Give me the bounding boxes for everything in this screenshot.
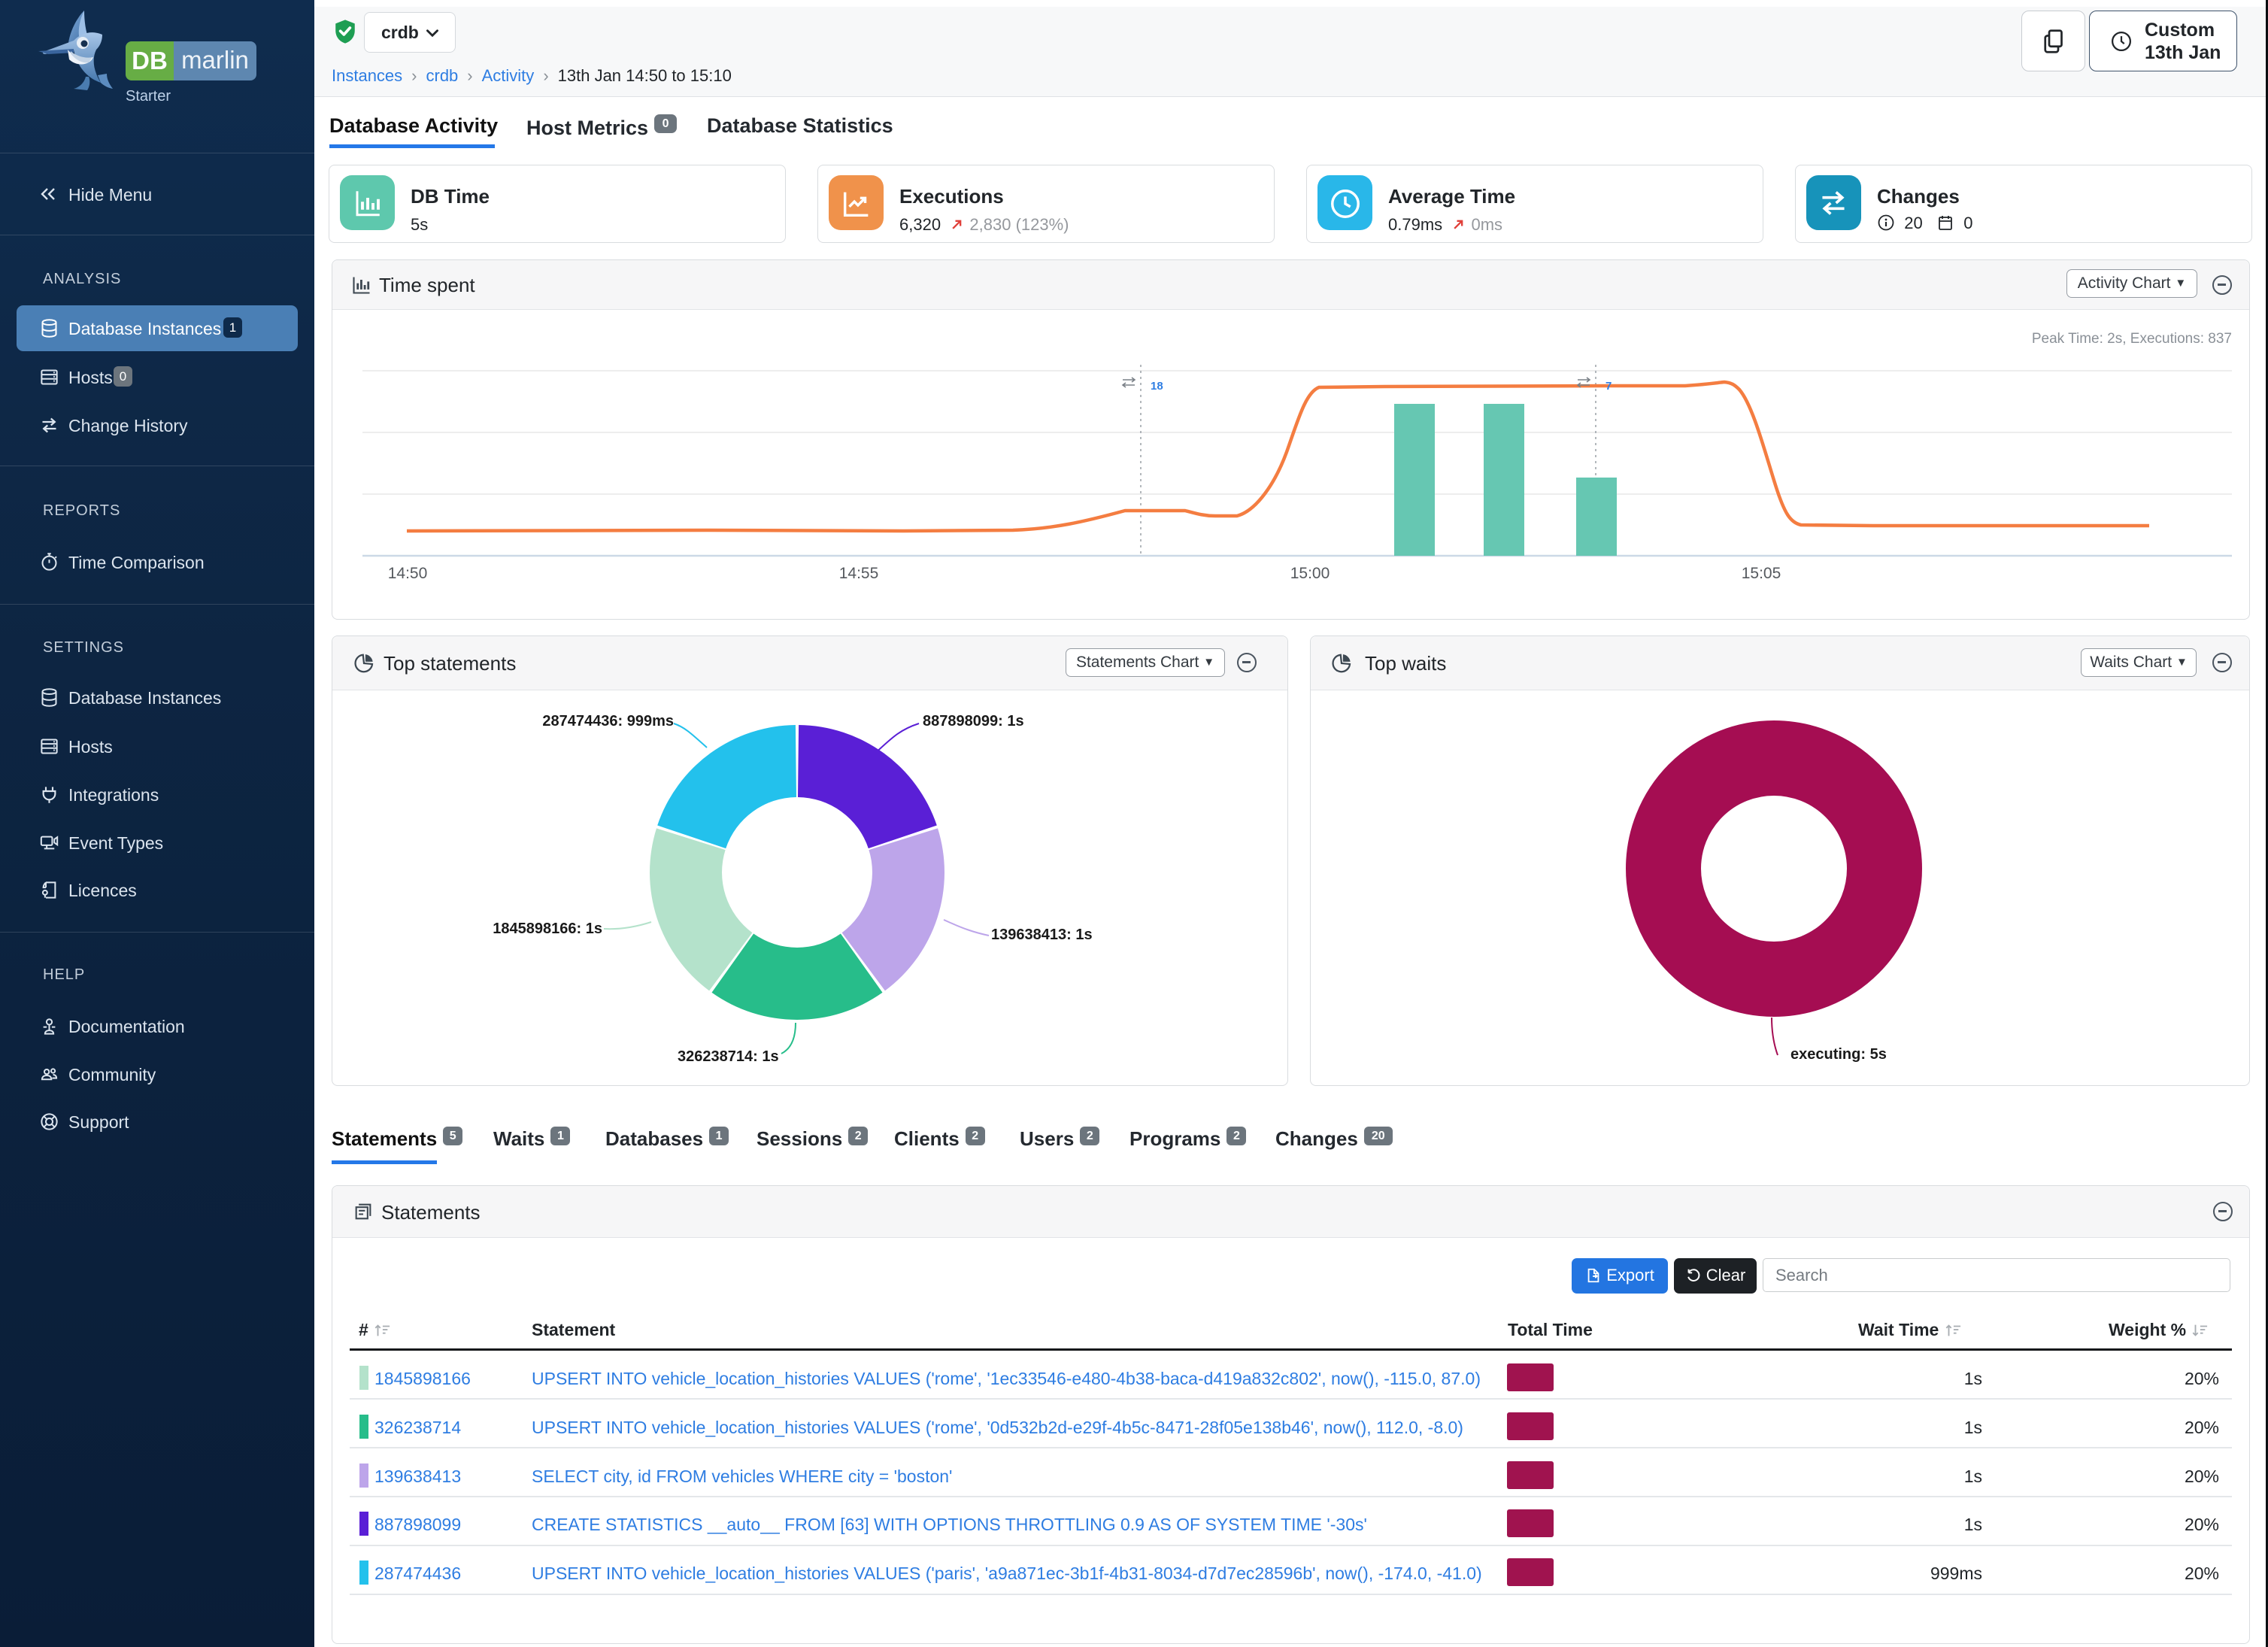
svg-text:14:50: 14:50 — [388, 565, 428, 582]
svg-text:15:05: 15:05 — [1742, 565, 1781, 582]
svg-text:15:00: 15:00 — [1290, 565, 1330, 582]
svg-text:7: 7 — [1605, 380, 1612, 393]
svg-text:14:55: 14:55 — [839, 565, 879, 582]
svg-text:18: 18 — [1151, 380, 1163, 393]
